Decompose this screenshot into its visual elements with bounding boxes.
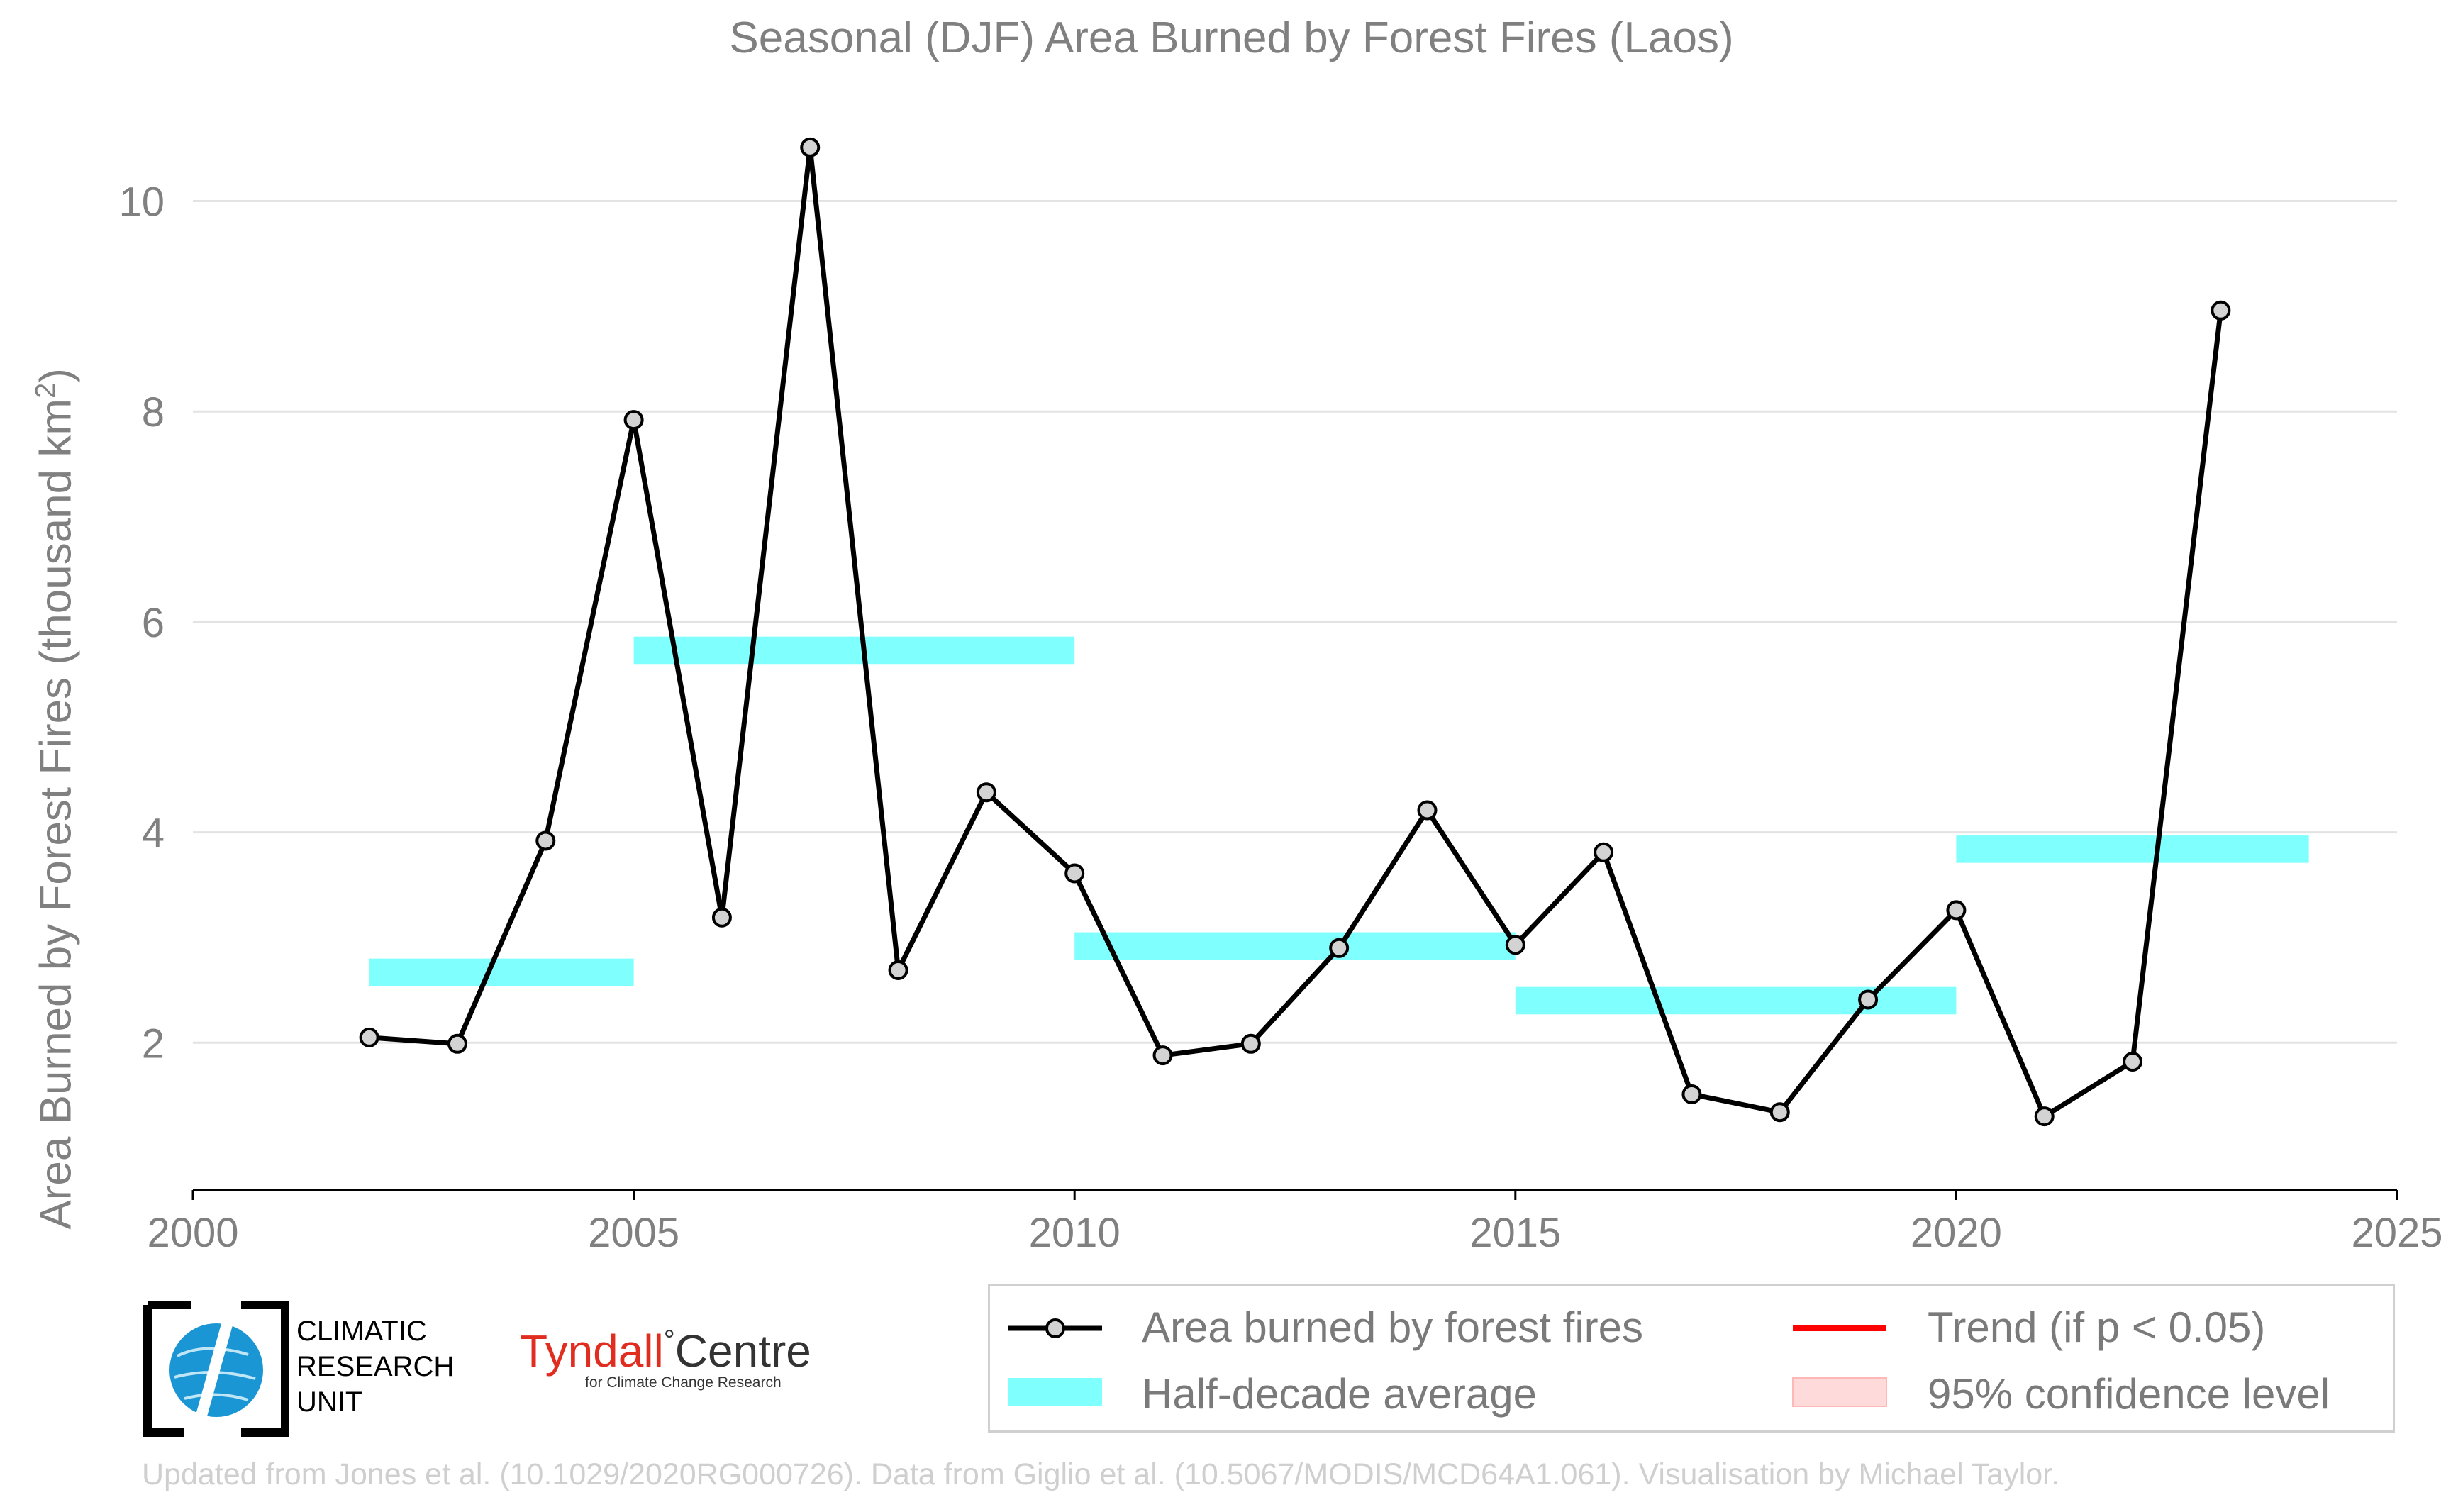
series-line	[369, 145, 2223, 1119]
half-decade-bar-2015	[1515, 986, 1957, 1015]
x-tick-label-2005: 2005	[588, 1210, 679, 1256]
data-point-2009	[976, 782, 996, 803]
y-axis-label-close: )	[31, 368, 81, 383]
data-point-2005	[623, 410, 644, 430]
data-point-2003	[447, 1033, 467, 1054]
y-axis-label-superscript: 2	[30, 382, 62, 399]
data-point-2011	[1152, 1045, 1173, 1066]
y-tick-label-10: 10	[118, 179, 165, 226]
data-point-2012	[1240, 1033, 1261, 1054]
legend-trend-label: Trend (if p < 0.05)	[1928, 1303, 2266, 1351]
data-point-2020	[1946, 900, 1967, 921]
legend-trend-line-icon	[1793, 1325, 1886, 1331]
tick-labels: 2 4 6 8 10 2000 2005 2010 2015 2020 2025	[118, 179, 2442, 1256]
y-axis-label-text: Area Burned by Forest Fires (thousand km	[31, 398, 81, 1230]
x-tick-label-2025: 2025	[2351, 1210, 2442, 1256]
area-burned-series	[359, 137, 2231, 1127]
data-point-2016	[1594, 842, 1614, 862]
x-axis	[191, 1189, 2398, 1200]
x-tick-label-2000: 2000	[147, 1210, 238, 1256]
y-tick-label-6: 6	[142, 600, 165, 646]
data-point-2018	[1769, 1102, 1790, 1123]
legend-confidence-swatch-icon	[1792, 1377, 1887, 1407]
cru-line-1: CLIMATIC	[296, 1316, 427, 1347]
y-tick-label-4: 4	[142, 811, 165, 857]
half-decade-bar-2002	[369, 958, 634, 986]
x-tick-label-2015: 2015	[1469, 1210, 1561, 1256]
half-decade-bar-2020	[1956, 835, 2309, 863]
legend-confidence-label: 95% confidence level	[1928, 1370, 2330, 1418]
y-tick-label-8: 8	[142, 389, 165, 435]
cru-line-2: RESEARCH	[296, 1351, 455, 1382]
tyndall-name: Tyndall	[520, 1325, 664, 1377]
gridlines	[193, 200, 2397, 1044]
data-point-2008	[888, 960, 908, 980]
tyndall-subtitle: for Climate Change Research	[585, 1374, 782, 1391]
x-tick-label-2020: 2020	[1911, 1210, 2002, 1256]
data-point-2006	[711, 907, 732, 928]
y-axis-label: Area Burned by Forest Fires (thousand km…	[21, 284, 82, 1313]
legend-line-marker-icon	[1008, 1318, 1102, 1338]
cru-logo-text: CLIMATIC RESEARCH UNIT	[296, 1313, 454, 1420]
data-point-2021	[2034, 1106, 2055, 1127]
cru-logo-icon	[143, 1299, 289, 1438]
y-tick-label-2: 2	[142, 1021, 165, 1067]
data-point-2014	[1417, 800, 1438, 821]
tyndall-logo: Tyndall°Centre for Climate Change Resear…	[520, 1325, 811, 1391]
half-decade-average-bars	[369, 636, 2309, 1015]
data-point-2019	[1858, 989, 1879, 1010]
x-tick-label-2010: 2010	[1029, 1210, 1121, 1256]
legend-series-label: Area burned by forest fires	[1142, 1303, 1644, 1351]
cru-line-3: UNIT	[296, 1386, 363, 1418]
half-decade-bar-2010	[1074, 932, 1516, 960]
legend-average-swatch-icon	[1008, 1378, 1102, 1406]
footer-credit: Updated from Jones et al. (10.1029/2020R…	[142, 1457, 2060, 1491]
data-point-2010	[1064, 863, 1085, 884]
data-point-2002	[359, 1027, 379, 1047]
legend: Area burned by forest fires Half-decade …	[988, 1284, 2395, 1433]
legend-average-label: Half-decade average	[1142, 1370, 1538, 1418]
tyndall-centre: Centre	[674, 1325, 811, 1377]
data-point-2015	[1505, 935, 1525, 955]
chart-title: Seasonal (DJF) Area Burned by Forest Fir…	[729, 13, 1734, 62]
half-decade-bar-2005	[633, 636, 1075, 665]
tyndall-degree: °	[663, 1325, 675, 1356]
data-point-2007	[800, 137, 821, 157]
data-point-2004	[535, 830, 556, 851]
data-point-2017	[1681, 1084, 1702, 1105]
data-point-2013	[1329, 938, 1350, 958]
data-point-2023	[2211, 300, 2231, 321]
data-point-2022	[2123, 1052, 2143, 1072]
